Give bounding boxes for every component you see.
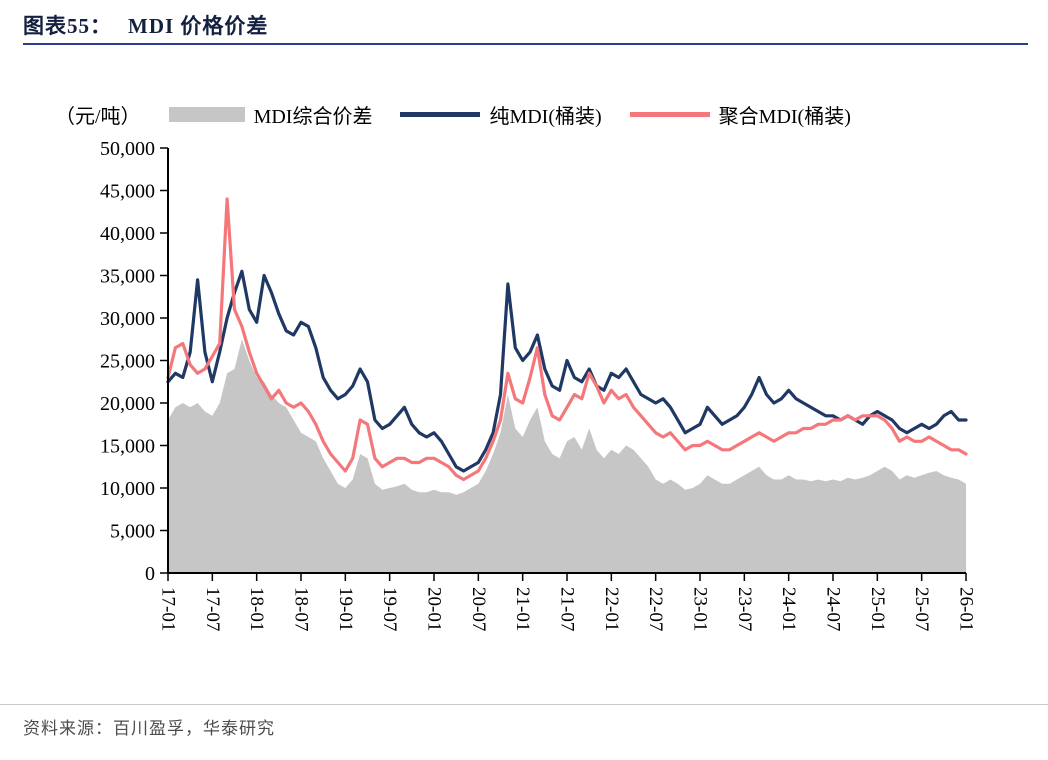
- svg-text:22-07: 22-07: [645, 587, 666, 631]
- svg-text:24-07: 24-07: [823, 587, 844, 631]
- legend-item: 聚合MDI(桶装): [629, 100, 851, 129]
- svg-text:15,000: 15,000: [100, 436, 155, 458]
- legend-label: 纯MDI(桶装): [489, 106, 602, 128]
- svg-text:23-07: 23-07: [734, 587, 755, 631]
- title-divider: [23, 43, 1028, 45]
- line-swatch-icon: [629, 112, 710, 117]
- footer-divider: [0, 704, 1048, 705]
- svg-text:23-01: 23-01: [690, 587, 711, 631]
- mdi-price-spread-chart: 0 5,000 10,000 15,000 20,000 25,000 30,000 35,0…: [100, 138, 977, 631]
- source-note: 资料来源：百川盈孚，华泰研究: [23, 719, 275, 738]
- legend-label: MDI综合价差: [253, 106, 373, 128]
- legend-row: （元/吨） MDI综合价差 纯MDI(桶装) 聚合MDI(桶装): [55, 100, 851, 129]
- line-swatch-icon: [400, 112, 481, 117]
- svg-text:50,000: 50,000: [100, 138, 155, 160]
- svg-text:30,000: 30,000: [100, 308, 155, 330]
- area-swatch-icon: [168, 107, 245, 122]
- svg-text:17-07: 17-07: [202, 587, 223, 631]
- svg-text:19-01: 19-01: [335, 587, 356, 631]
- svg-text:17-01: 17-01: [158, 587, 179, 631]
- legend-item: MDI综合价差: [168, 100, 373, 129]
- svg-text:5,000: 5,000: [110, 521, 155, 543]
- svg-text:21-01: 21-01: [512, 587, 533, 631]
- svg-text:20-01: 20-01: [424, 587, 445, 631]
- chart-label: 图表55：: [23, 14, 112, 38]
- svg-text:25,000: 25,000: [100, 351, 155, 373]
- svg-text:20-07: 20-07: [468, 587, 489, 631]
- legend-item: 纯MDI(桶装): [400, 100, 602, 129]
- svg-text:18-01: 18-01: [246, 587, 267, 631]
- legend-label: 聚合MDI(桶装): [718, 106, 851, 128]
- y-axis-unit-label: （元/吨）: [55, 106, 141, 128]
- chart-title: MDI 价格价差: [128, 14, 269, 38]
- svg-text:25-07: 25-07: [911, 587, 932, 631]
- svg-text:19-07: 19-07: [379, 587, 400, 631]
- svg-text:26-01: 26-01: [956, 587, 977, 631]
- svg-text:18-07: 18-07: [291, 587, 312, 631]
- svg-text:25-01: 25-01: [867, 587, 888, 631]
- svg-text:24-01: 24-01: [778, 587, 799, 631]
- svg-text:35,000: 35,000: [100, 266, 155, 288]
- svg-text:22-01: 22-01: [601, 587, 622, 631]
- svg-text:20,000: 20,000: [100, 393, 155, 415]
- svg-text:21-07: 21-07: [557, 587, 578, 631]
- svg-text:10,000: 10,000: [100, 478, 155, 500]
- svg-text:45,000: 45,000: [100, 181, 155, 203]
- page-title: 图表55： MDI 价格价差: [23, 10, 268, 40]
- svg-text:0: 0: [145, 563, 155, 585]
- svg-text:40,000: 40,000: [100, 223, 155, 245]
